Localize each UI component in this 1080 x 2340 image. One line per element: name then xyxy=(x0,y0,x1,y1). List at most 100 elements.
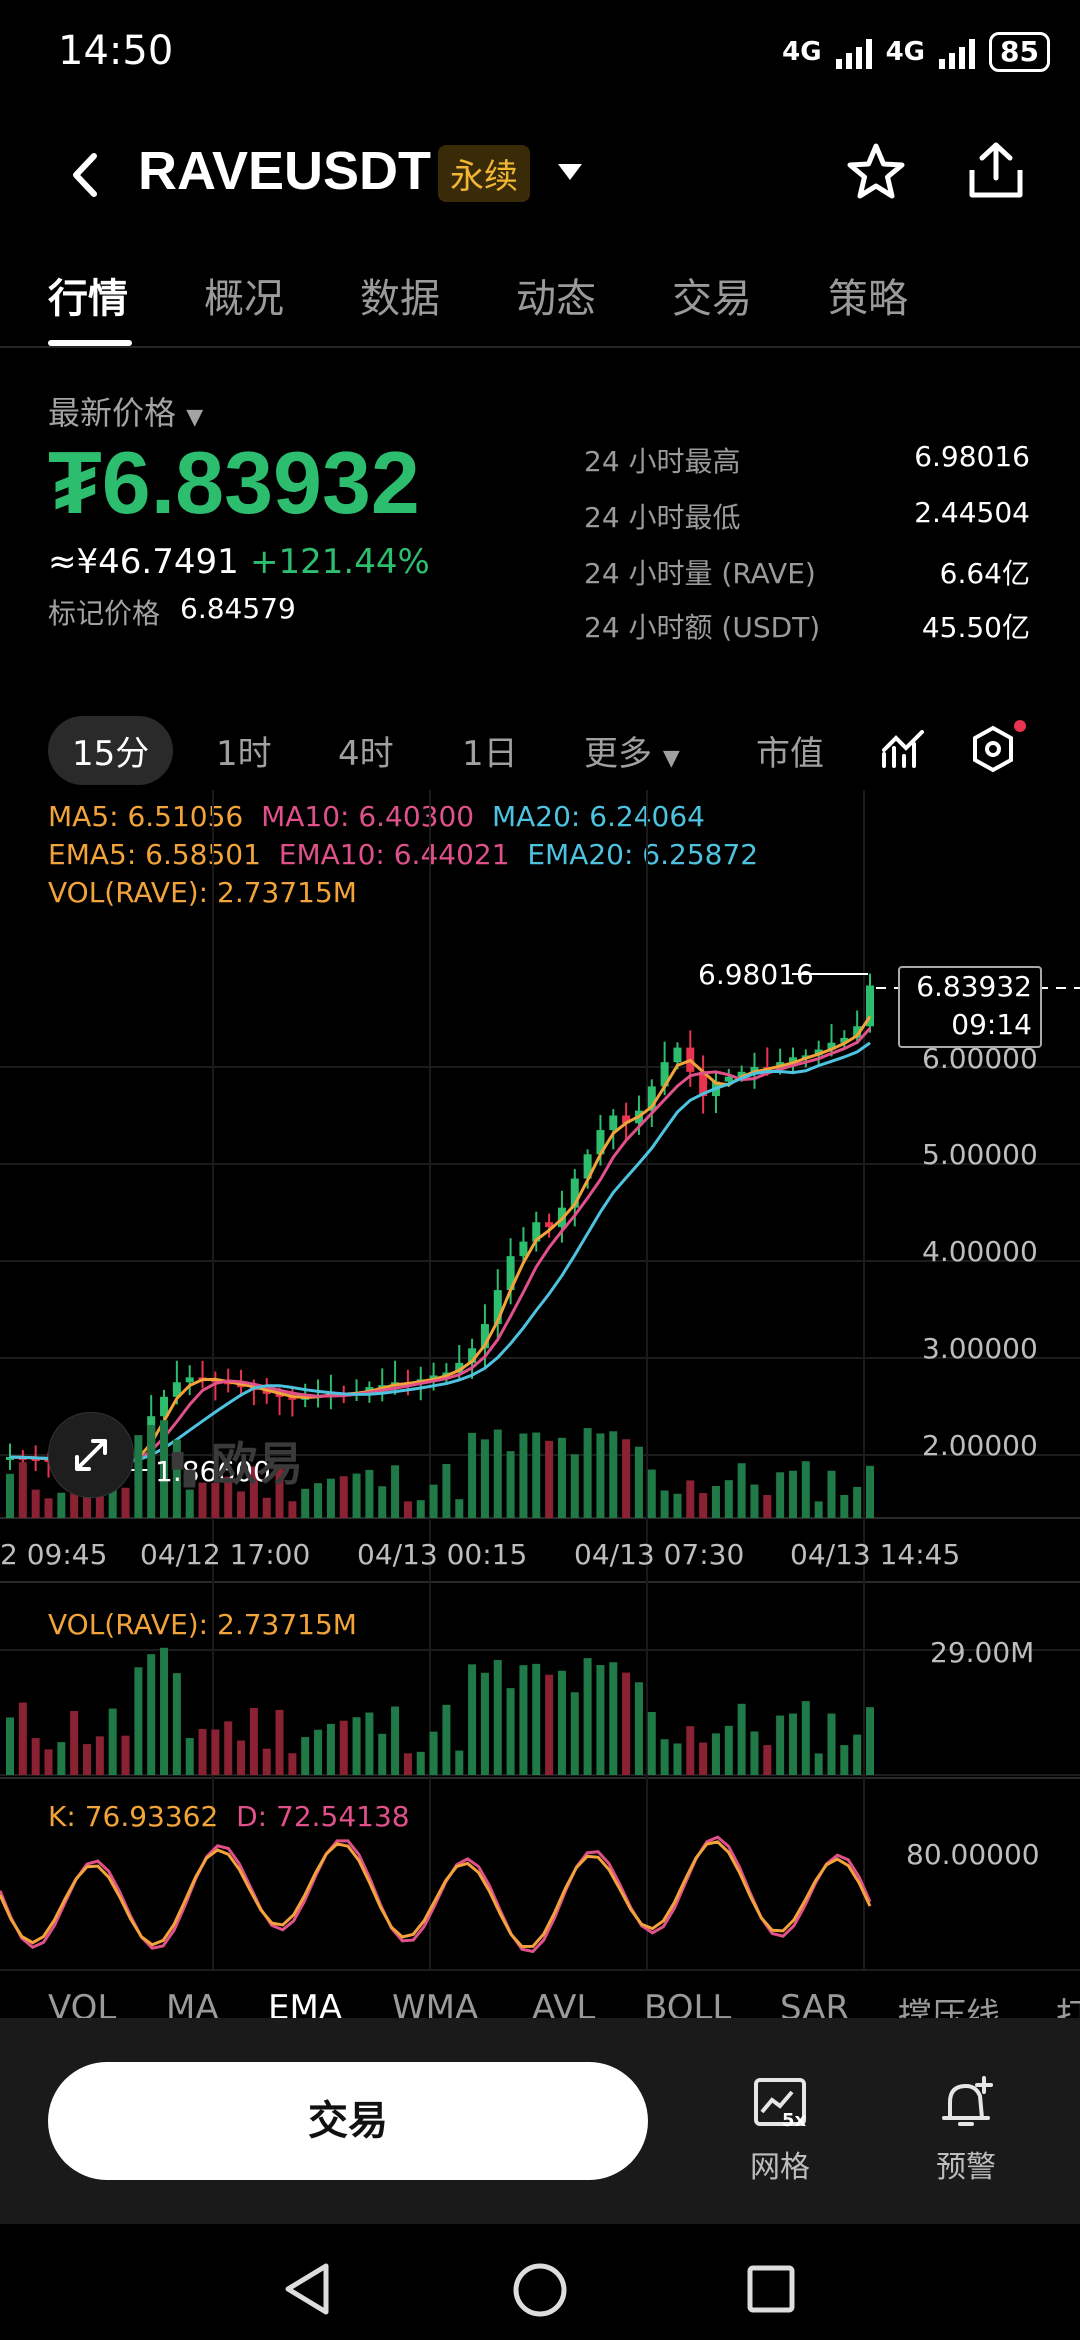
share-icon[interactable] xyxy=(966,140,1026,200)
volume-bar xyxy=(403,1753,412,1775)
stat-volume: 24 小时量 (RAVE) 6.64亿 xyxy=(584,557,1030,590)
candle-body xyxy=(532,1222,541,1242)
candle-body xyxy=(429,1375,438,1380)
volume-bar xyxy=(557,1437,566,1518)
tf-4h[interactable]: 4时 xyxy=(338,734,394,774)
nav-back-icon[interactable] xyxy=(282,2262,332,2316)
tab-quotes[interactable]: 行情 xyxy=(48,276,128,322)
volume-bar xyxy=(660,1490,669,1518)
volume-bar xyxy=(647,1469,656,1518)
kd-lines xyxy=(0,1835,872,1954)
volume-bar xyxy=(866,1465,874,1518)
volume-bar xyxy=(737,1703,746,1775)
latest-price-label[interactable]: 最新价格 ▼ xyxy=(48,394,204,432)
volume-bar xyxy=(814,1501,823,1518)
alert-label: 预警 xyxy=(936,2150,996,2185)
volume-bar xyxy=(711,1733,720,1775)
volume-bar xyxy=(44,1749,53,1775)
alert-button[interactable]: 预警 xyxy=(906,2074,1026,2186)
volume-bar xyxy=(570,1692,579,1775)
top-tabs: 行情 概况 数据 动态 交易 策略 xyxy=(0,258,1080,348)
volume-bar xyxy=(686,1480,695,1518)
candle-body xyxy=(622,1115,631,1124)
volume-bar xyxy=(455,1750,464,1775)
volume-bar xyxy=(776,1472,785,1518)
volume-bar xyxy=(763,1495,772,1518)
volume-bar xyxy=(211,1482,220,1518)
nav-recents-icon[interactable] xyxy=(746,2264,796,2314)
back-arrow-icon[interactable] xyxy=(70,150,100,200)
volume-bar xyxy=(57,1742,66,1775)
volume-bar xyxy=(185,1489,194,1518)
symbol-title[interactable]: RAVEUSDT xyxy=(138,141,432,201)
trade-button[interactable]: 交易 xyxy=(48,2062,648,2180)
grid-chart-icon xyxy=(754,2078,806,2126)
candle-body xyxy=(185,1377,194,1383)
volume-bar xyxy=(532,1663,541,1775)
tab-trade[interactable]: 交易 xyxy=(672,276,752,322)
tf-15m[interactable]: 15分 xyxy=(48,716,174,785)
stat-high: 24 小时最高 6.98016 xyxy=(584,440,1030,478)
volume-bar xyxy=(83,1744,92,1775)
fullscreen-button[interactable] xyxy=(48,1412,134,1498)
candle-body xyxy=(840,1037,849,1043)
candle-body xyxy=(699,1071,708,1097)
volume-bar xyxy=(237,1740,246,1775)
candlestick-chart[interactable] xyxy=(0,0,1080,2000)
volume-bar xyxy=(827,1470,836,1518)
tab-overview[interactable]: 概况 xyxy=(204,276,284,322)
volume-bars-panel xyxy=(6,1647,874,1775)
volume-bar xyxy=(634,1682,643,1775)
settings-hex-icon[interactable] xyxy=(968,724,1018,774)
tab-data[interactable]: 数据 xyxy=(360,276,440,322)
candle-body xyxy=(172,1382,181,1397)
current-price-tag: 6.83932 09:14 xyxy=(898,966,1042,1048)
candle-body xyxy=(455,1362,464,1373)
candle-body xyxy=(788,1057,797,1063)
tab-news[interactable]: 动态 xyxy=(516,276,596,322)
volume-bar xyxy=(801,1701,810,1775)
mark-price-value: 6.84579 xyxy=(180,592,296,625)
volume-bar xyxy=(840,1494,849,1518)
volume-bar xyxy=(570,1454,579,1518)
volume-bar xyxy=(6,1473,14,1518)
volume-bar xyxy=(95,1736,104,1775)
volume-bar xyxy=(737,1463,746,1518)
favorite-star-icon[interactable] xyxy=(846,142,906,202)
volume-bar xyxy=(686,1726,695,1775)
tf-market-cap[interactable]: 市值 xyxy=(756,734,824,774)
candle-body xyxy=(827,1042,836,1050)
signal-2-icon xyxy=(939,35,976,69)
tab-strategy[interactable]: 策略 xyxy=(828,276,908,322)
x-tick-0: 2 09:45 xyxy=(0,1538,108,1571)
symbol-dropdown-icon[interactable] xyxy=(556,162,584,182)
grid-button[interactable]: 5x 网格 xyxy=(720,2074,840,2186)
volume-bar xyxy=(275,1709,284,1775)
volume-bar xyxy=(172,1439,181,1518)
nav-home-icon[interactable] xyxy=(512,2262,568,2318)
volume-bar xyxy=(365,1712,374,1775)
candle-body xyxy=(583,1154,592,1179)
cny-price: ≈¥46.7491 xyxy=(48,542,239,582)
volume-bar xyxy=(493,1660,502,1775)
volume-bar xyxy=(339,1476,348,1518)
volume-bar xyxy=(288,1501,297,1518)
volume-bar xyxy=(121,1735,130,1775)
vol-readout: VOL(RAVE): 2.73715M xyxy=(48,876,357,909)
volume-bar xyxy=(545,1440,554,1518)
volume-bar xyxy=(147,1425,156,1518)
candle-body xyxy=(275,1393,284,1397)
tf-1h[interactable]: 1时 xyxy=(216,734,272,774)
candle-body xyxy=(545,1222,554,1228)
volume-bar xyxy=(249,1466,258,1518)
ma10-line xyxy=(9,1027,872,1464)
stat-turnover: 24 小时额 (USDT) 45.50亿 xyxy=(584,611,1030,644)
volume-bar xyxy=(840,1745,849,1775)
volume-bar xyxy=(249,1707,258,1775)
volume-bar xyxy=(506,1688,515,1775)
volume-bar xyxy=(519,1665,528,1775)
volume-bar xyxy=(44,1498,53,1518)
tf-1d[interactable]: 1日 xyxy=(462,734,518,774)
indicator-icon[interactable] xyxy=(880,726,926,772)
tf-more[interactable]: 更多 ▼ xyxy=(584,734,680,774)
